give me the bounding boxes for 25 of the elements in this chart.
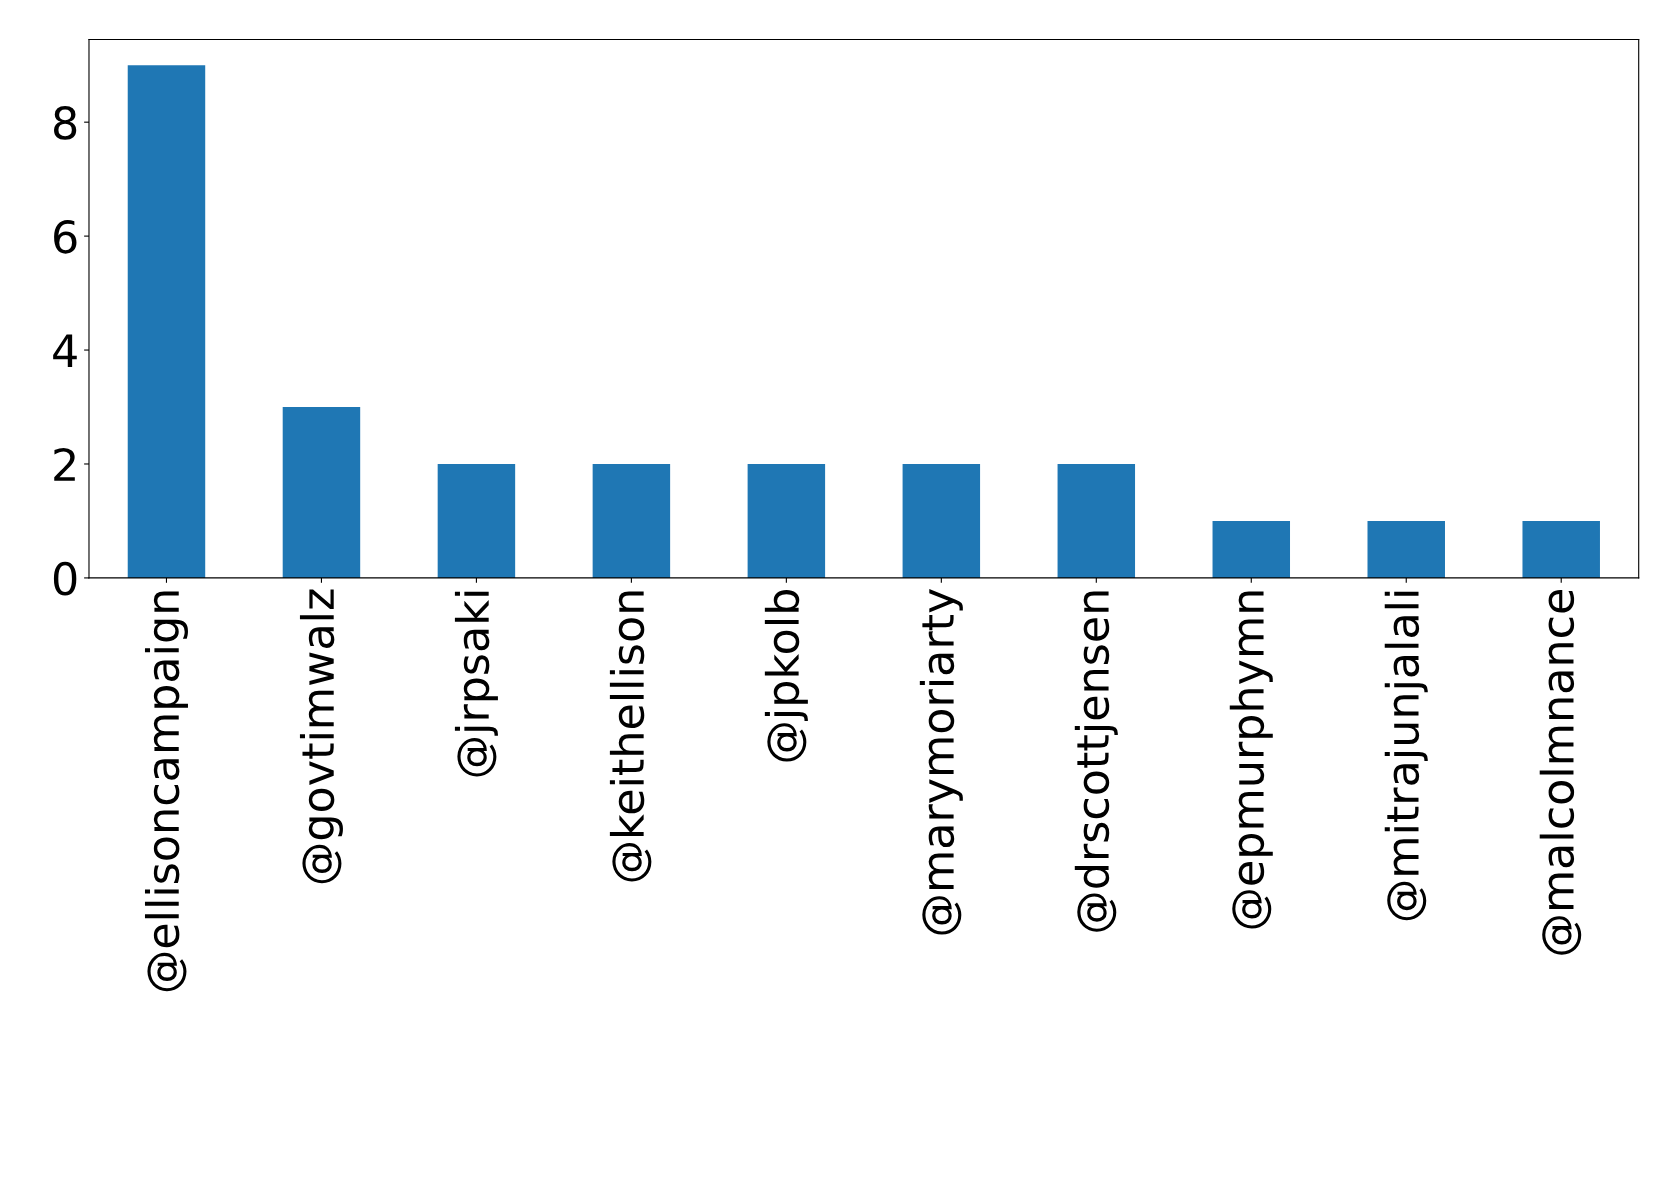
bar — [127, 65, 206, 578]
x-tick-label: @epmurphymn — [1229, 591, 1273, 929]
bar — [1057, 463, 1136, 578]
y-tick-label: 6 — [54, 220, 77, 254]
x-tick-label: @malcolmnance — [1539, 590, 1582, 955]
y-tick-label: 4 — [53, 334, 77, 367]
x-tick-label: @drscottjensen — [1074, 591, 1118, 932]
y-tick-label: 2 — [54, 447, 75, 481]
x-tick-label: @ellisoncampaign — [144, 591, 188, 992]
y-tick-label: 8 — [54, 106, 77, 140]
y-tick-label: 0 — [53, 561, 77, 596]
bar — [282, 407, 361, 578]
bar — [437, 463, 516, 578]
bar — [1522, 520, 1600, 578]
bar — [1212, 520, 1291, 578]
x-tick-label: @marymoriarty — [919, 588, 963, 935]
x-tick-label: @keithellison — [609, 591, 652, 882]
x-tick-label: @jrpsaki — [454, 591, 498, 777]
bar — [592, 463, 671, 578]
x-tick-label: @mitrajunjalali — [1384, 591, 1428, 921]
bar — [747, 463, 826, 578]
x-tick-label: @govtimwalz — [299, 589, 343, 884]
bar — [1367, 520, 1445, 578]
bar — [902, 463, 981, 578]
x-tick-label: @jpkolb — [764, 590, 808, 762]
